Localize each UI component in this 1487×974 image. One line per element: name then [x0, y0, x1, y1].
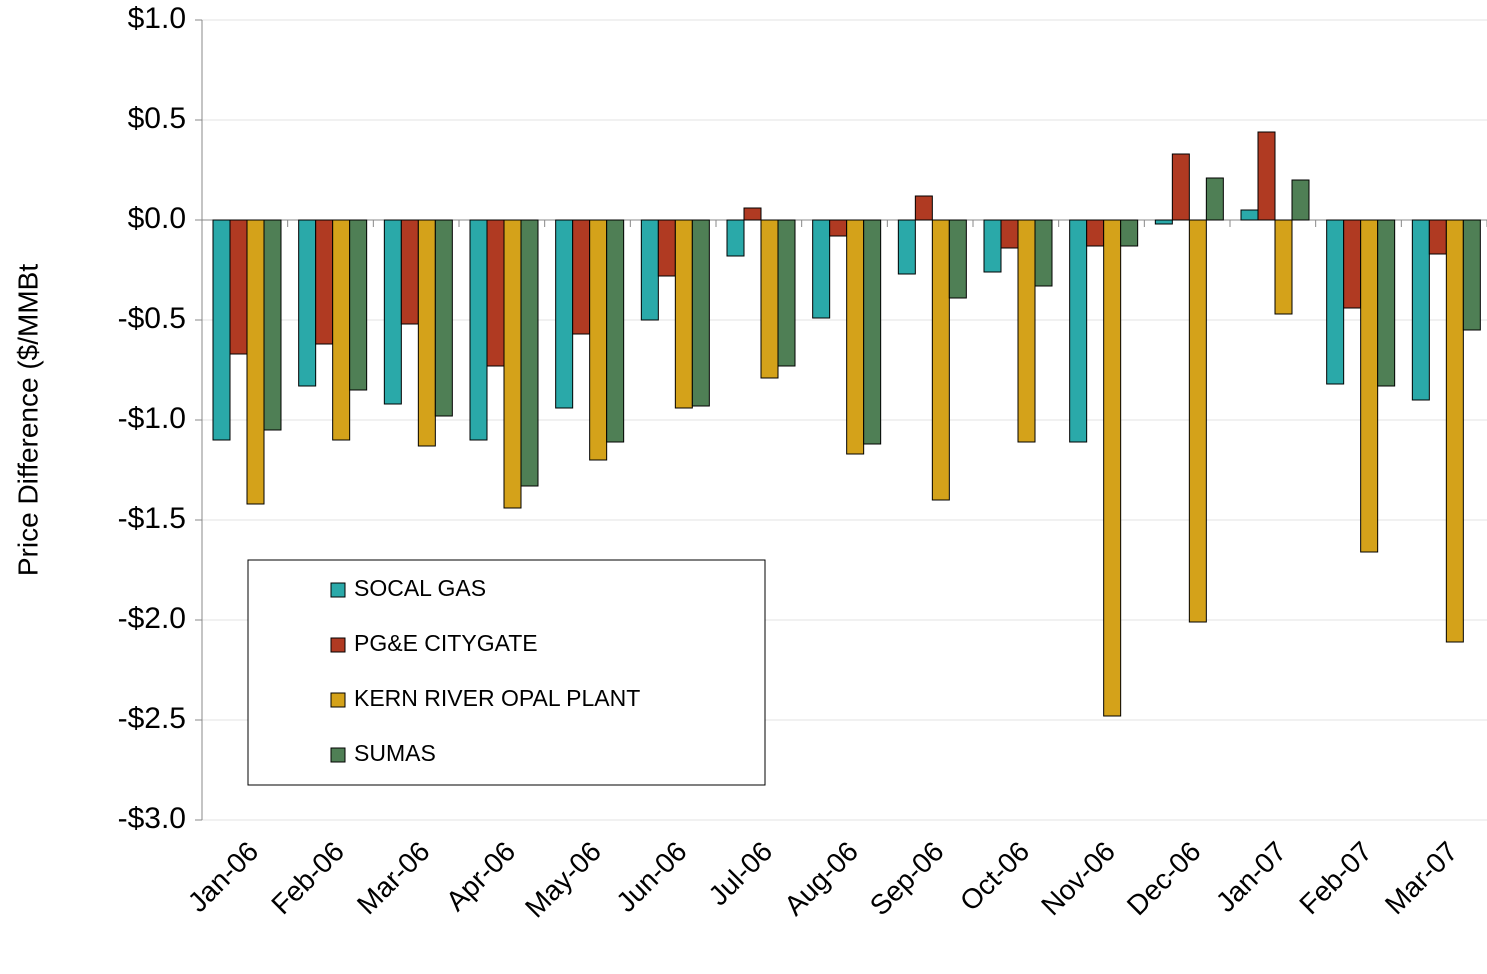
bar [743, 207, 762, 221]
legend-label: SOCAL GAS [354, 575, 486, 601]
x-tick-label: Feb-06 [265, 836, 350, 921]
bar [417, 219, 436, 447]
bar [486, 219, 505, 367]
bar [1069, 219, 1088, 443]
bar [555, 219, 574, 409]
bar [520, 219, 539, 487]
y-tick-label: -$2.0 [118, 602, 186, 635]
bar [263, 219, 282, 431]
legend-swatch [330, 692, 346, 708]
x-tick-label: Aug-06 [778, 836, 864, 922]
bar [691, 219, 710, 407]
bar [674, 219, 693, 409]
bar [931, 219, 950, 501]
x-tick-label: Mar-07 [1379, 836, 1464, 921]
bar [1000, 219, 1019, 249]
legend-label: PG&E CITYGATE [354, 630, 538, 656]
bar [1257, 131, 1276, 221]
x-tick-label: Jul-06 [702, 836, 778, 912]
y-tick-label: -$2.5 [118, 702, 186, 735]
bar [640, 219, 659, 321]
y-tick-label: -$1.0 [118, 402, 186, 435]
bar [229, 219, 248, 355]
bar [1154, 219, 1173, 225]
legend-label: SUMAS [354, 740, 436, 766]
y-tick-label: -$0.5 [118, 302, 186, 335]
bar [726, 219, 745, 257]
bar [1034, 219, 1053, 287]
x-tick-label: Feb-07 [1293, 836, 1378, 921]
legend-label: KERN RIVER OPAL PLANT [354, 685, 640, 711]
x-tick-label: Oct-06 [954, 836, 1035, 917]
bar [1188, 219, 1207, 623]
bar [846, 219, 865, 455]
bar [1274, 219, 1293, 315]
x-tick-label: Jun-06 [610, 836, 692, 918]
y-tick-label: $0.0 [128, 202, 186, 235]
legend-swatch [330, 582, 346, 598]
bar [503, 219, 522, 509]
legend: SOCAL GAS PG&E CITYGATE KERN RIVER OPAL PL… [247, 559, 766, 786]
bar [434, 219, 453, 417]
bar [760, 219, 779, 379]
bar [914, 195, 933, 221]
bar [829, 219, 848, 237]
x-tick-label: Dec-06 [1121, 836, 1207, 922]
y-tick-label: -$1.5 [118, 502, 186, 535]
bar [332, 219, 351, 441]
y-tick-label: $0.5 [128, 102, 186, 135]
x-tick-label: May-06 [519, 836, 607, 924]
x-tick-label: Apr-06 [440, 836, 521, 917]
bar [1326, 219, 1345, 385]
bar [383, 219, 402, 405]
bar [1462, 219, 1481, 331]
bar [1171, 153, 1190, 221]
bar [572, 219, 591, 335]
bar [589, 219, 608, 461]
bar [349, 219, 368, 391]
bar [1240, 209, 1259, 221]
bar [897, 219, 916, 275]
legend-swatch [330, 637, 346, 653]
bar [315, 219, 334, 345]
bar [1411, 219, 1430, 401]
bar [1377, 219, 1396, 387]
bar [469, 219, 488, 441]
x-tick-label: Jan-07 [1210, 836, 1292, 918]
bar [1086, 219, 1105, 247]
y-tick-label: -$3.0 [118, 802, 186, 835]
bar [1360, 219, 1379, 553]
bar [606, 219, 625, 443]
bar [863, 219, 882, 445]
bar [777, 219, 796, 367]
bar [1103, 219, 1122, 717]
bar [1120, 219, 1139, 247]
x-tick-label: Jan-06 [182, 836, 264, 918]
bar [1017, 219, 1036, 443]
bar [212, 219, 231, 441]
bar [1445, 219, 1464, 643]
y-tick-label: $1.0 [128, 2, 186, 35]
x-tick-label: Nov-06 [1035, 836, 1121, 922]
x-tick-label: Sep-06 [864, 836, 950, 922]
bar [812, 219, 831, 319]
bar [657, 219, 676, 277]
bar [1428, 219, 1447, 255]
bar [1291, 179, 1310, 221]
bar [298, 219, 317, 387]
bar [400, 219, 419, 325]
bar [1343, 219, 1362, 309]
legend-swatch [330, 747, 346, 763]
y-axis-title: Price Difference ($/MMBt [12, 264, 43, 576]
bar [1205, 177, 1224, 221]
legend-box [247, 559, 766, 786]
bar [246, 219, 265, 505]
bar [948, 219, 967, 299]
bar [983, 219, 1002, 273]
x-tick-label: Mar-06 [351, 836, 436, 921]
